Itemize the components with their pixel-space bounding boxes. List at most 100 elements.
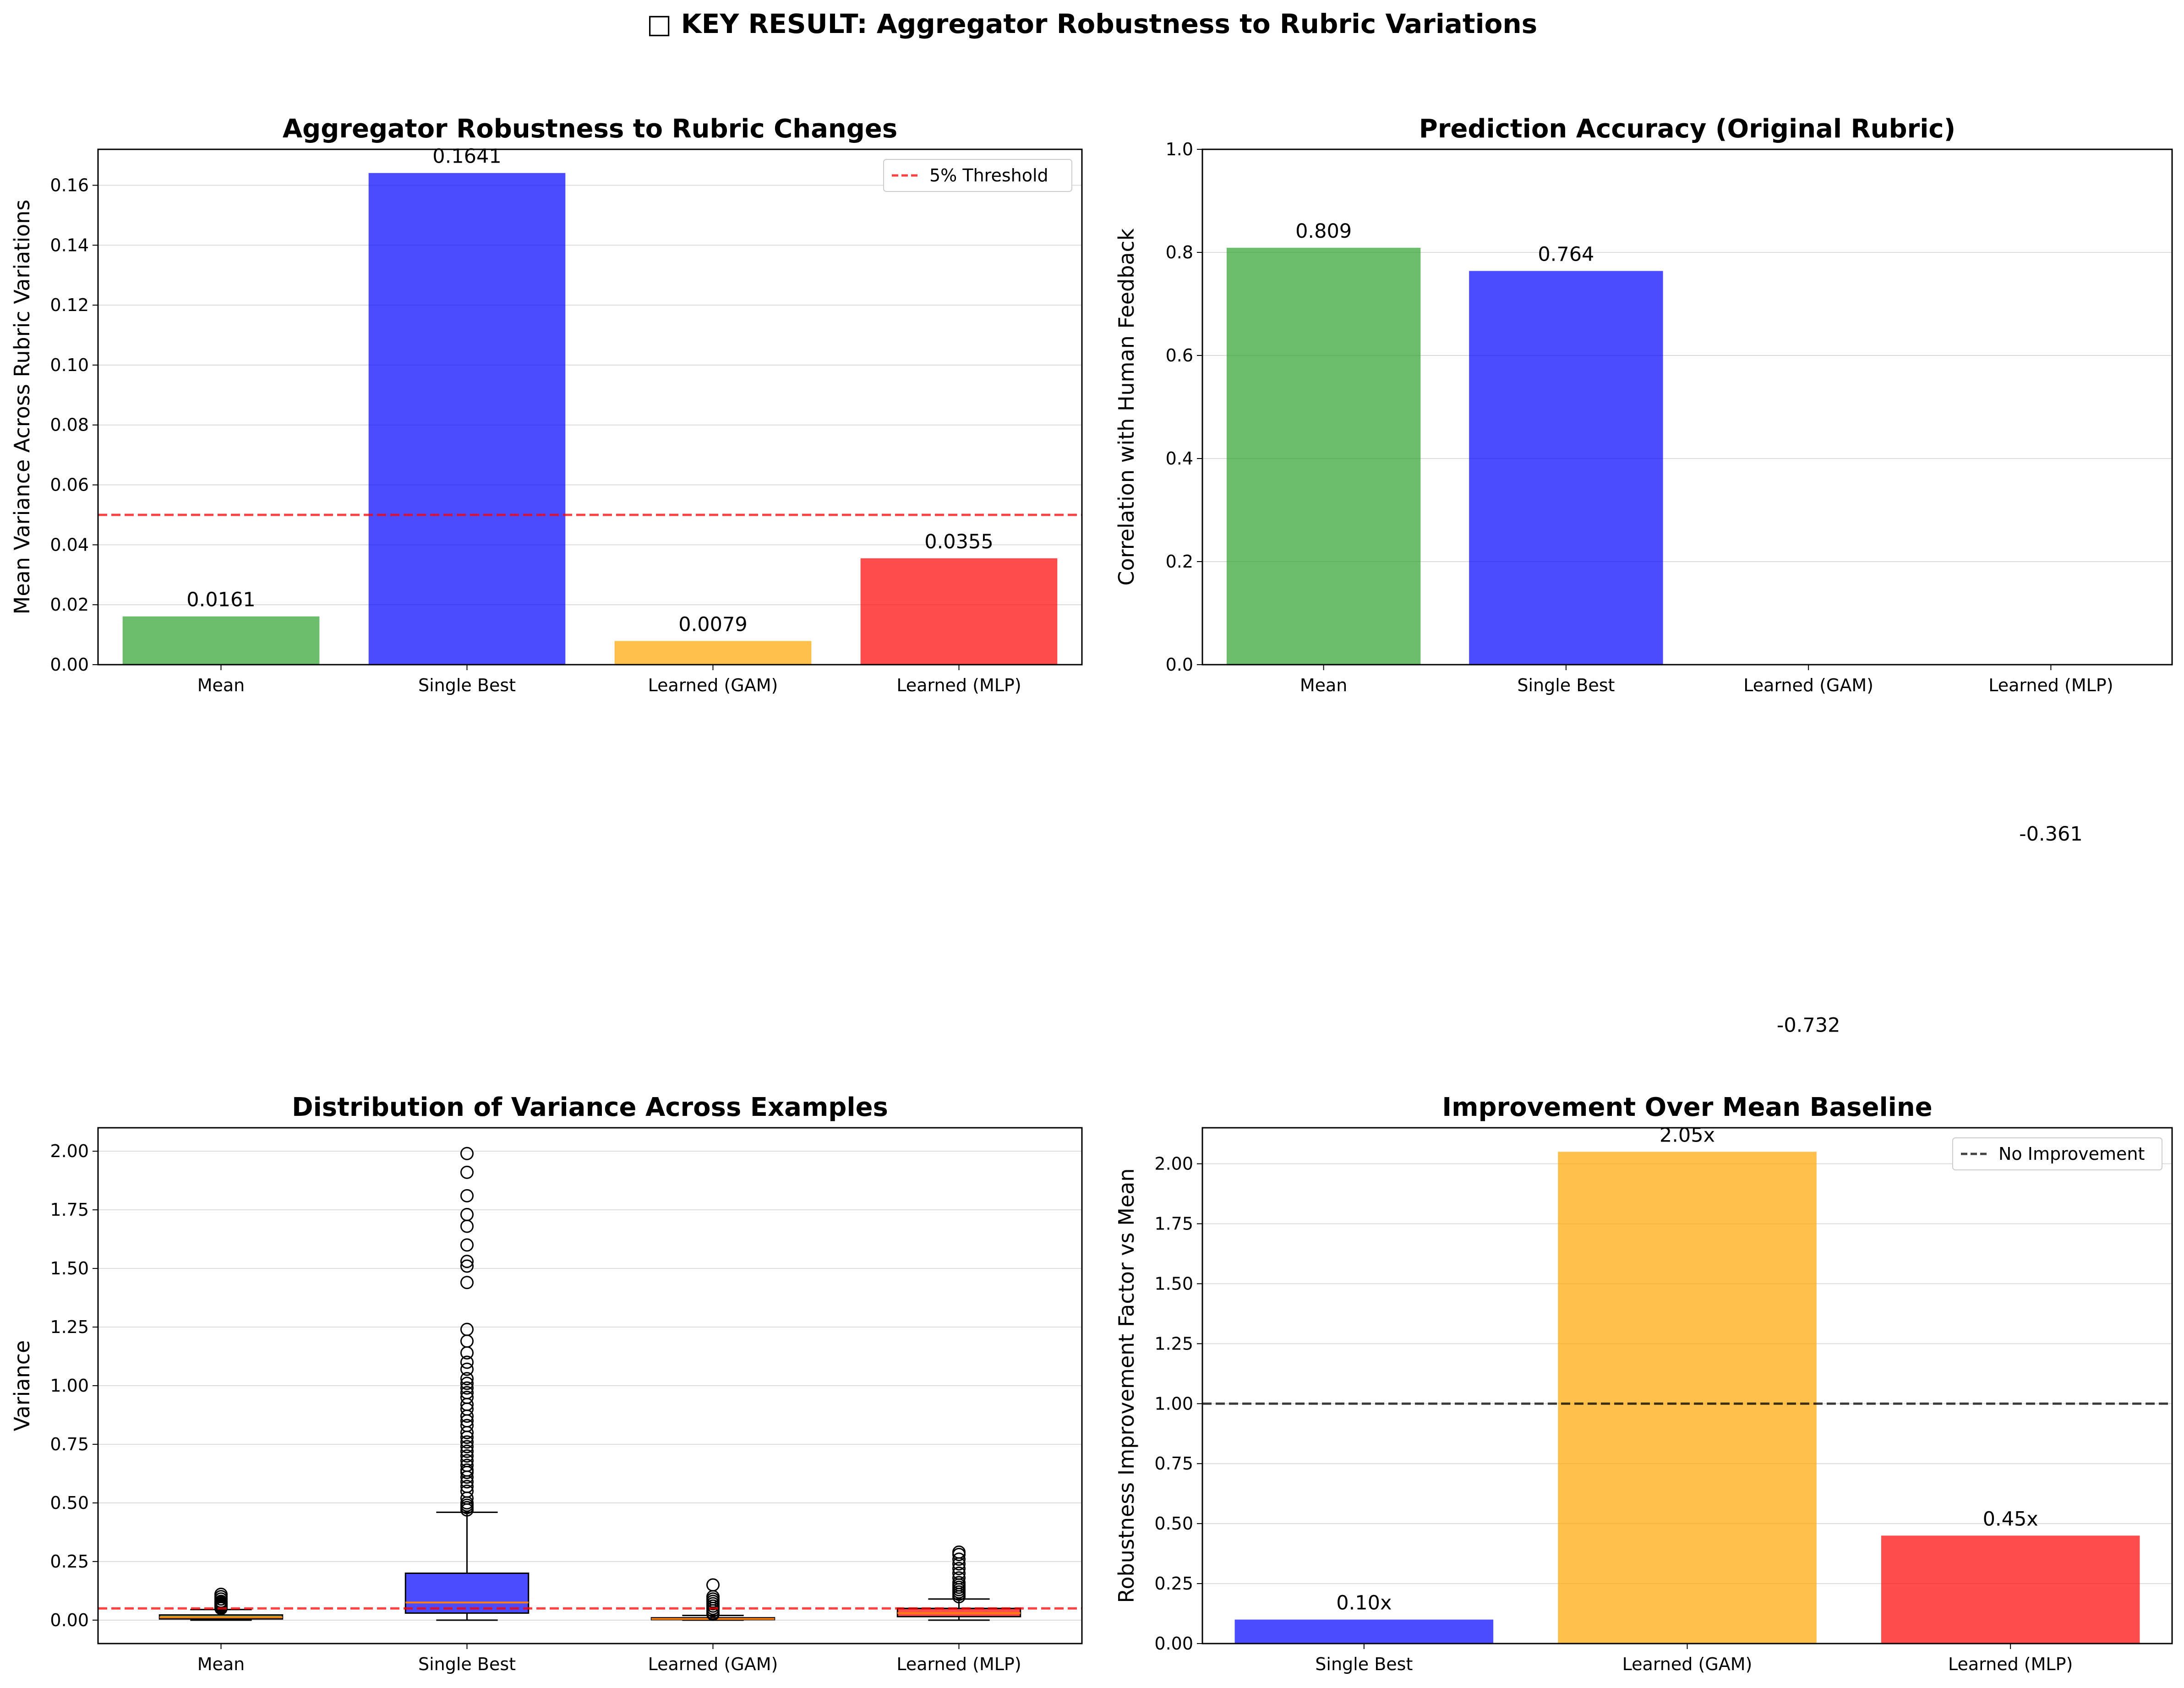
figure-suptitle: □ KEY RESULT: Aggregator Robustness to R… (647, 8, 1537, 39)
y-tick-label: 0.02 (50, 595, 89, 615)
box-outlier (460, 1386, 474, 1399)
box-outlier (952, 1566, 966, 1580)
y-tick-label: 0.10 (50, 355, 89, 375)
y-tick-label: 0.25 (50, 1551, 89, 1572)
bar-value-label: 0.764 (1538, 243, 1594, 266)
y-axis-label: Robustness Improvement Factor vs Mean (1114, 1168, 1139, 1603)
bar-single-best (368, 173, 566, 665)
box-outlier (460, 1276, 474, 1289)
y-tick-label: 1.50 (50, 1258, 89, 1278)
bar-single-best (1469, 271, 1663, 665)
axes-frame (97, 148, 1083, 666)
legend-label: 5% Threshold (929, 165, 1048, 186)
bar-learned-mlp- (1881, 1535, 2140, 1644)
y-tick-label: 0.16 (50, 175, 89, 195)
chart-panel-3: 0.00 0.25 0.50 0.75 1.00 1.25 1.50 1.75 2.00 Mean… (10, 1093, 1083, 1674)
box-outlier (460, 1454, 474, 1468)
y-axis-label: Mean Variance Across Rubric Variations (10, 200, 34, 615)
x-tick-label: Learned (GAM) (648, 675, 778, 695)
y-tick-label: 1.75 (50, 1200, 89, 1220)
bar-mean (122, 616, 320, 665)
legend: 5% Threshold (883, 159, 1072, 192)
x-tick-label: Single Best (1517, 675, 1615, 695)
y-tick-label: 0.14 (50, 235, 89, 255)
x-tick-label: Single Best (418, 1654, 516, 1674)
x-tick-label: Mean (197, 1654, 245, 1674)
y-tick-label: 0.08 (50, 415, 89, 435)
box-outlier (460, 1391, 474, 1404)
y-tick-label: 0.2 (1166, 552, 1193, 572)
x-tick-label: Learned (MLP) (896, 1654, 1021, 1674)
chart-title: Prediction Accuracy (Original Rubric) (1419, 114, 1955, 144)
y-tick-label: 1.50 (1154, 1273, 1193, 1294)
y-tick-label: 1.00 (1154, 1393, 1193, 1414)
box-outlier (460, 1484, 474, 1498)
chart-title: Distribution of Variance Across Examples (292, 1093, 888, 1122)
y-axis-label: Correlation with Human Feedback (1114, 228, 1139, 585)
box-outlier (460, 1444, 474, 1458)
y-tick-label: 0.50 (50, 1493, 89, 1513)
box-outlier (460, 1372, 474, 1386)
bar-learned-gam- (1558, 1152, 1817, 1644)
box-outlier (460, 1165, 474, 1179)
box-outlier (460, 1147, 474, 1160)
x-tick-label: Mean (197, 675, 245, 695)
box-outlier (214, 1588, 228, 1601)
bar-learned-mlp- (860, 558, 1058, 665)
box-outlier (460, 1440, 474, 1453)
y-tick-label: 0.00 (50, 655, 89, 675)
bar-value-label: -0.361 (2019, 823, 2083, 846)
x-tick-label: Single Best (1315, 1654, 1413, 1674)
bar-mean (1226, 247, 1421, 665)
bar-value-label: 0.10x (1336, 1592, 1392, 1615)
y-tick-label: 0.12 (50, 295, 89, 315)
chart-title: Aggregator Robustness to Rubric Changes (283, 114, 897, 144)
box-outlier (460, 1419, 474, 1432)
bar-learned-gam- (614, 641, 812, 665)
y-tick-label: 1.00 (50, 1376, 89, 1396)
box-outlier (952, 1562, 966, 1575)
y-tick-label: 0.25 (1154, 1573, 1193, 1594)
x-tick-label: Learned (MLP) (1948, 1654, 2073, 1674)
legend-label: No Improvement (1998, 1144, 2145, 1164)
y-tick-label: 0.04 (50, 535, 89, 555)
bar-value-label: 0.809 (1295, 220, 1352, 243)
box-outlier (460, 1362, 474, 1376)
box-outlier (952, 1576, 966, 1590)
bar-value-label: -0.732 (1777, 1014, 1840, 1037)
bar-value-label: 0.0161 (186, 589, 255, 612)
bar-value-label: 0.1641 (432, 145, 501, 168)
y-tick-label: 0.4 (1166, 448, 1193, 469)
x-tick-label: Learned (GAM) (1743, 675, 1873, 695)
box-outlier (460, 1189, 474, 1202)
y-tick-label: 0.00 (50, 1610, 89, 1630)
box-outlier (706, 1578, 720, 1592)
box-outlier (460, 1381, 474, 1395)
box-outlier (460, 1435, 474, 1449)
chart-panel-1: 0.00 0.02 0.04 0.06 0.08 0.10 0.12 0.14 0.16 Mean… (10, 114, 1083, 695)
y-tick-label: 2.00 (1154, 1154, 1193, 1174)
legend: No Improvement (1952, 1137, 2162, 1170)
x-tick-label: Learned (MLP) (1988, 675, 2113, 695)
y-tick-label: 0.06 (50, 475, 89, 495)
axes-frame (1201, 1127, 2173, 1644)
box-outlier (460, 1449, 474, 1463)
bar-value-label: 0.45x (1983, 1508, 2038, 1530)
y-tick-label: 0.0 (1166, 655, 1193, 675)
chart-panel-4: 0.00 0.25 0.50 0.75 1.00 1.25 1.50 1.75 2.00 Sing… (1114, 1093, 2173, 1674)
box-outlier (460, 1207, 474, 1221)
y-tick-label: 1.25 (1154, 1333, 1193, 1354)
y-tick-label: 1.0 (1166, 139, 1193, 159)
x-tick-label: Learned (GAM) (1622, 1654, 1753, 1674)
y-tick-label: 0.00 (1154, 1633, 1193, 1654)
y-tick-label: 1.75 (1154, 1213, 1193, 1234)
box-outlier (952, 1571, 966, 1585)
box-2 (404, 1572, 530, 1614)
box-outlier (460, 1238, 474, 1252)
x-tick-label: Mean (1300, 675, 1348, 695)
legend-box (1952, 1137, 2162, 1170)
chart-panel-2: 0.0 0.2 0.4 0.6 0.8 1.0 Mean Single Best Learned… (1114, 114, 2173, 1037)
y-tick-label: 0.75 (1154, 1453, 1193, 1474)
bar-single-best (1234, 1619, 1494, 1644)
